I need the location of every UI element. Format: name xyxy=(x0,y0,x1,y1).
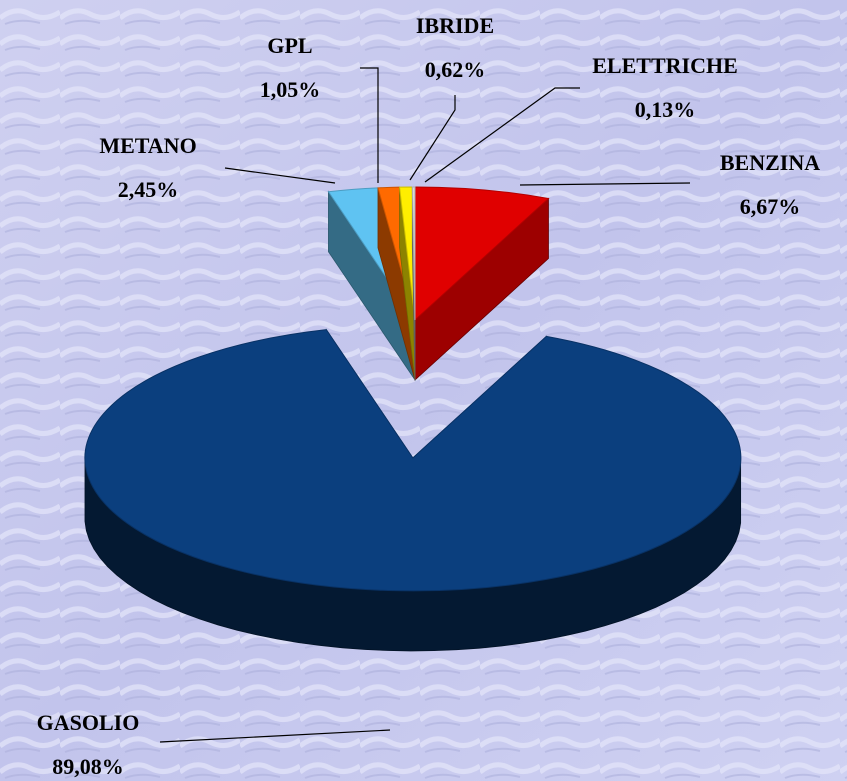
leader-line xyxy=(424,87,580,183)
slice-label: IBRIDE xyxy=(416,13,494,38)
slice-value-label: 1,05% xyxy=(260,77,321,102)
slice-label: METANO xyxy=(99,133,196,158)
leader-line xyxy=(409,95,456,181)
labels: BENZINA 6,67% GASOLIO 89,08% METANO 2,45% GPL 1… xyxy=(37,13,821,779)
slice-label: ELETTRICHE xyxy=(592,53,738,78)
slice xyxy=(84,329,742,592)
slice xyxy=(414,186,550,322)
leader-line xyxy=(519,182,691,186)
slice-value-label: 6,67% xyxy=(740,194,801,219)
slice-label: BENZINA xyxy=(720,150,820,175)
slice-label: GPL xyxy=(267,33,312,58)
pie xyxy=(84,186,742,652)
slice xyxy=(411,186,416,321)
slice-value-label: 0,13% xyxy=(635,97,696,122)
leader-line xyxy=(224,167,336,184)
slice-label: GASOLIO xyxy=(37,710,140,735)
leader-line xyxy=(360,67,379,183)
slice-value-label: 2,45% xyxy=(118,177,179,202)
leader-line xyxy=(159,729,391,743)
slice-value-label: 0,62% xyxy=(425,57,486,82)
slice-value-label: 89,08% xyxy=(52,754,124,779)
